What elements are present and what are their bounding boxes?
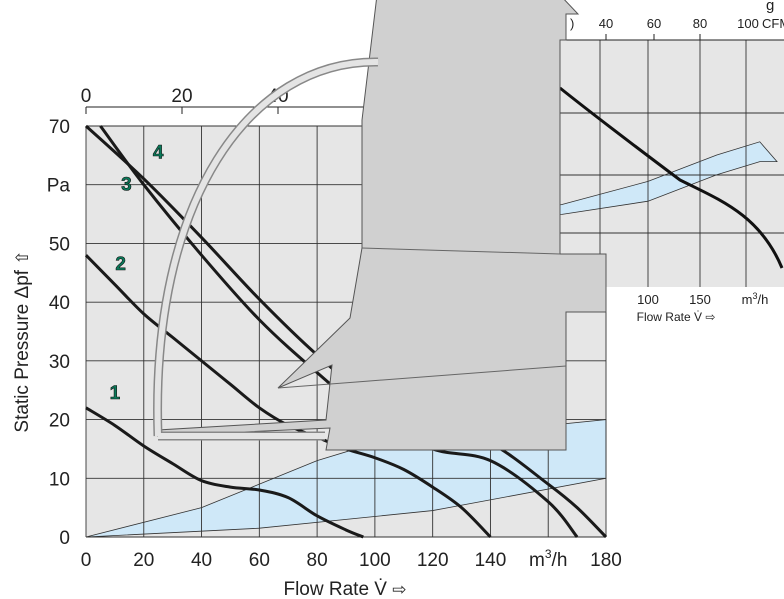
y-tick-label: 70 xyxy=(49,117,70,138)
x-tick-label: 0 xyxy=(81,550,92,571)
x-tick-label: 120 xyxy=(417,550,449,571)
x-tick-label: 180 xyxy=(590,550,622,571)
y-tick-label: 20 xyxy=(49,411,70,432)
y-tick-label: 0 xyxy=(59,528,70,549)
x-axis-title: Flow Rate V̇ ⇨ xyxy=(283,579,406,599)
inset-top-tick-label: 80 xyxy=(693,16,707,31)
paper-curl xyxy=(154,58,379,439)
paper-sheet xyxy=(157,0,607,451)
paper-overlay xyxy=(153,0,607,451)
x-tick-label: 60 xyxy=(249,550,270,571)
inset-x-title: Flow Rate V̇ ⇨ xyxy=(637,310,716,324)
paper-fold xyxy=(277,365,567,389)
inset-top-tick-label: ) xyxy=(570,16,574,31)
x-tick-label: 140 xyxy=(475,550,507,571)
inset-top-unit: CFM xyxy=(762,16,784,31)
x-tick-label: 100 xyxy=(359,550,391,571)
inset-operating-region xyxy=(475,141,778,222)
inset-curve xyxy=(559,86,784,269)
x-tick-label: 80 xyxy=(307,550,328,571)
inset-x-unit: m3/h xyxy=(742,291,769,307)
inset-top-tick-label: 40 xyxy=(599,16,613,31)
paper-fold xyxy=(361,247,561,255)
y-tick-label: 40 xyxy=(49,293,70,314)
series-label-2: 2 xyxy=(115,254,126,275)
x-tick-label: 40 xyxy=(191,550,212,571)
top-tick-label: 0 xyxy=(81,86,92,107)
inset-x-tick-label: 100 xyxy=(637,292,659,307)
y-tick-label: 30 xyxy=(49,352,70,373)
y-tick-label: 10 xyxy=(49,469,70,490)
series-label-3: 3 xyxy=(121,175,132,196)
series-line-1 xyxy=(85,406,364,539)
x-unit-label: m3/h xyxy=(529,547,567,571)
top-tick-label: 20 xyxy=(171,86,192,107)
corner-text: g xyxy=(766,0,774,14)
y-axis-title: Static Pressure Δpf ⇧ xyxy=(12,250,33,432)
y-tick-label: 50 xyxy=(49,234,70,255)
x-tick-label: 20 xyxy=(133,550,154,571)
inset-top-tick-label: 60 xyxy=(647,16,661,31)
series-label-1: 1 xyxy=(110,383,121,404)
inset-x-tick-label: 150 xyxy=(689,292,711,307)
y-unit-label: Pa xyxy=(47,176,71,197)
series-label-4: 4 xyxy=(153,142,164,163)
inset-top-tick-label: 100 xyxy=(737,16,759,31)
